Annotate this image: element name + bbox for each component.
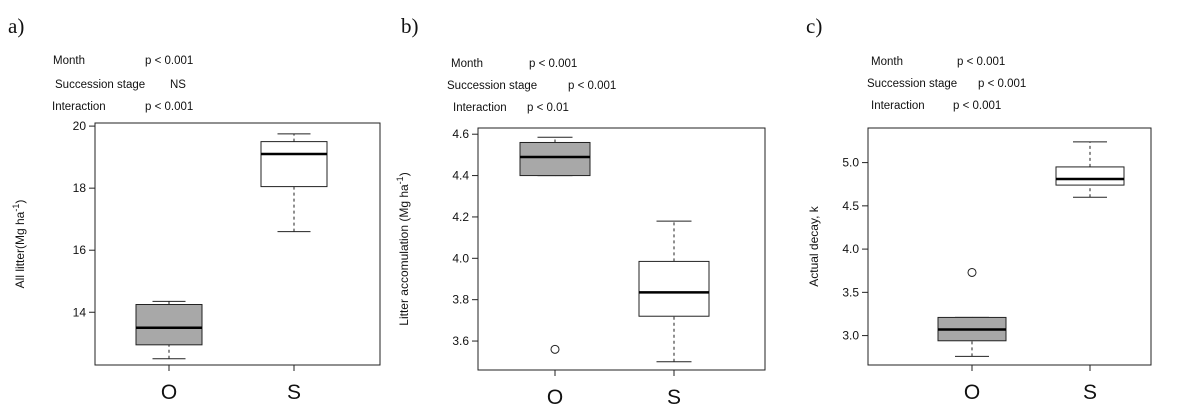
panel-b: b) Month p < 0.001 Succession stage p < … xyxy=(395,0,790,412)
box-body xyxy=(638,260,710,317)
x-category-label: O xyxy=(547,386,563,409)
plot-frame xyxy=(94,122,381,366)
x-category-label: O xyxy=(161,381,177,404)
x-category-label: O xyxy=(964,381,980,404)
panel-c: c) Month p < 0.001 Succession stage p < … xyxy=(790,0,1185,412)
box-outlier xyxy=(967,267,977,277)
y-tick-label: 4.2 xyxy=(452,210,469,224)
stat-value-succession: NS xyxy=(170,79,186,91)
stat-label-month: Month xyxy=(53,55,85,67)
box-outlier xyxy=(550,344,560,354)
box-body xyxy=(260,141,328,188)
y-tick-label: 3.0 xyxy=(842,329,859,343)
panel-label: a) xyxy=(8,14,25,38)
plot-frame xyxy=(867,127,1152,366)
stat-value-month: p < 0.001 xyxy=(957,56,1006,68)
stat-label-succession: Succession stage xyxy=(867,78,958,90)
box-body xyxy=(1055,166,1125,186)
panel-a: a) Month p < 0.001 Succession stage NS I… xyxy=(0,0,395,412)
box-body xyxy=(519,141,591,177)
y-tick-label: 14 xyxy=(73,305,87,319)
stat-value-succession: p < 0.001 xyxy=(568,80,617,92)
stat-label-month: Month xyxy=(451,58,483,70)
stat-value-interaction: p < 0.01 xyxy=(527,102,569,114)
y-tick-label: 4.4 xyxy=(452,169,469,183)
y-tick-label: 4.0 xyxy=(842,242,859,256)
y-tick-label: 3.8 xyxy=(452,293,469,307)
x-category-label: S xyxy=(667,386,681,409)
panel-label: c) xyxy=(806,14,823,38)
box-body xyxy=(135,304,203,346)
stat-value-succession: p < 0.001 xyxy=(978,78,1027,90)
y-tick-label: 20 xyxy=(73,119,87,133)
y-tick-label: 4.5 xyxy=(842,199,859,213)
y-tick-label: 4.0 xyxy=(452,251,469,265)
y-tick-label: 4.6 xyxy=(452,127,469,141)
stat-label-interaction: Interaction xyxy=(453,102,507,114)
y-axis-label: Litter accomulation (Mg ha-1) xyxy=(395,172,411,325)
stat-label-succession: Succession stage xyxy=(447,80,538,92)
y-tick-label: 3.5 xyxy=(842,285,859,299)
y-axis-label: Actual decay, k xyxy=(807,205,821,286)
stat-value-month: p < 0.001 xyxy=(529,58,578,70)
y-tick-label: 3.6 xyxy=(452,334,469,348)
stat-value-month: p < 0.001 xyxy=(145,55,194,67)
y-tick-label: 16 xyxy=(73,243,87,257)
stat-label-succession: Succession stage xyxy=(55,79,146,91)
stat-value-interaction: p < 0.001 xyxy=(953,100,1002,112)
y-tick-label: 5.0 xyxy=(842,156,859,170)
stat-label-month: Month xyxy=(871,56,903,68)
x-category-label: S xyxy=(287,381,301,404)
stat-value-interaction: p < 0.001 xyxy=(145,101,194,113)
stat-label-interaction: Interaction xyxy=(871,100,925,112)
y-axis-label: All litter(Mg ha-1) xyxy=(11,200,27,289)
y-tick-label: 18 xyxy=(73,181,87,195)
plot-frame xyxy=(477,127,766,371)
stat-label-interaction: Interaction xyxy=(52,101,106,113)
x-category-label: S xyxy=(1083,381,1097,404)
panel-label: b) xyxy=(401,14,419,38)
